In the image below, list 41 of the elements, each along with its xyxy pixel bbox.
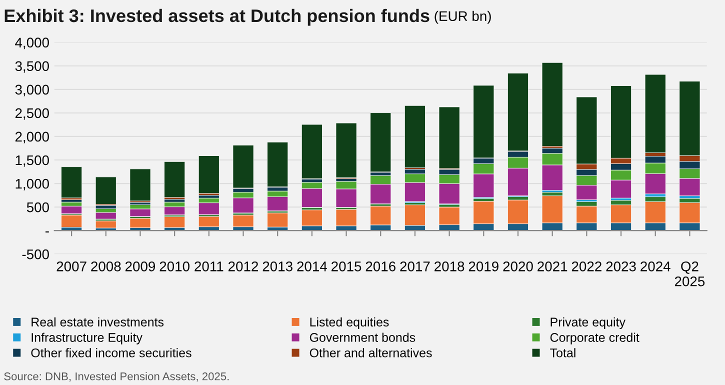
x-tick-label: 2012 (228, 261, 258, 272)
x-tick-label: 2024 (640, 261, 670, 272)
y-tick-label: - (46, 231, 49, 232)
x-tick-label: 2013 (262, 261, 292, 272)
y-tick-label: 2,500 (15, 108, 49, 120)
chart-title: Exhibit 3: Invested assets at Dutch pension funds (4, 8, 430, 26)
x-tick-label: 2008 (91, 261, 121, 272)
x-tick-label: 2011 (194, 261, 224, 272)
x-tick-label: 2020 (503, 261, 533, 272)
x-tick-label: 2017 (400, 261, 430, 272)
legend-label: Infrastructure Equity (32, 332, 142, 344)
x-tick-label: 2021 (538, 261, 568, 272)
x-tick-label: 2016 (366, 261, 396, 272)
y-tick-label: 500 (26, 202, 49, 212)
legend-label: Real estate investments (32, 317, 164, 327)
y-tick-label: 2,000 (15, 132, 49, 144)
x-tick-label: 2014 (297, 261, 327, 272)
legend-label: Other and alternatives (310, 348, 432, 358)
y-tick-label: 3,000 (15, 84, 49, 96)
y-tick-label: 1,000 (16, 178, 49, 190)
y-tick-label: -500 (22, 249, 49, 260)
x-tick-label: 2010 (160, 261, 190, 272)
legend-label: Government bonds (310, 332, 416, 342)
legend-label: Total (550, 348, 576, 358)
x-tick-label: 2018 (434, 261, 464, 272)
y-tick-label: 3,500 (15, 61, 49, 73)
x-tick-label: 2015 (332, 261, 362, 272)
x-tick-label: 2009 (125, 261, 156, 272)
x-tick-label: 2022 (572, 261, 602, 272)
legend-label: Listed equities (310, 317, 389, 329)
y-tick-label: 4,000 (15, 38, 49, 50)
source-note: Source: DNB, Invested Pension Assets, 2025. (4, 372, 229, 382)
y-tick-label: 1,500 (16, 155, 49, 167)
x-tick-label: Q2 2025 (674, 261, 705, 286)
legend-label: Private equity (550, 317, 626, 329)
x-tick-label: 2019 (468, 261, 498, 272)
legend-label: Corporate credit (550, 332, 640, 344)
x-tick-label: 2007 (56, 261, 86, 272)
chart-subtitle: (EUR bn) (434, 10, 491, 24)
x-tick-label: 2023 (606, 261, 636, 272)
legend-label: Other fixed income securities (31, 348, 192, 358)
